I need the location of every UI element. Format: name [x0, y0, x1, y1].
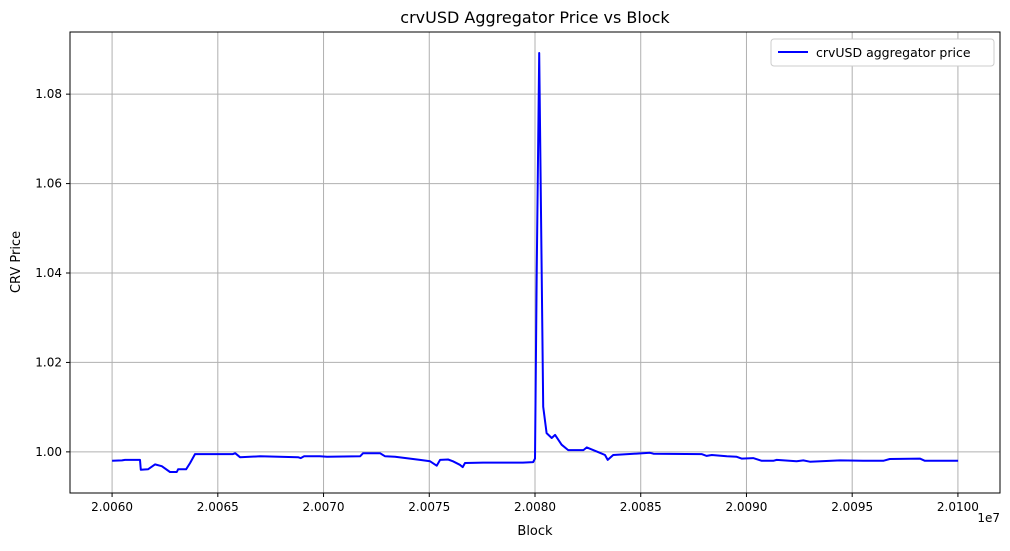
- chart-title: crvUSD Aggregator Price vs Block: [400, 8, 670, 27]
- x-tick-label: 2.0070: [303, 500, 345, 514]
- series-lines: [112, 52, 959, 473]
- x-tick-label: 2.0100: [937, 500, 979, 514]
- x-axis-ticks: 2.0060 2.0065 2.0070 2.0075 2.0080 2.0085 2.00…: [91, 493, 979, 514]
- x-tick-label: 2.0090: [725, 500, 767, 514]
- grid: [70, 32, 1000, 493]
- legend-label: crvUSD aggregator price: [816, 45, 971, 60]
- x-tick-label: 2.0075: [408, 500, 450, 514]
- x-tick-label: 2.0060: [91, 500, 133, 514]
- plot-frame: [69, 31, 1001, 494]
- x-tick-label: 2.0065: [197, 500, 239, 514]
- x-axis-label: Block: [517, 524, 553, 539]
- y-tick-label: 1.00: [35, 445, 62, 459]
- y-tick-label: 1.06: [35, 177, 62, 191]
- y-axis-ticks: 1.00 1.02 1.04 1.06 1.08: [35, 87, 70, 459]
- x-tick-label: 2.0080: [514, 500, 556, 514]
- x-axis-offset-label: 1e7: [977, 511, 1000, 525]
- x-tick-label: 2.0095: [831, 500, 873, 514]
- legend: crvUSD aggregator price: [770, 38, 995, 67]
- x-tick-label: 2.0085: [620, 500, 662, 514]
- y-tick-label: 1.04: [35, 266, 62, 280]
- y-tick-label: 1.02: [35, 355, 62, 369]
- y-axis-label: CRV Price: [9, 231, 24, 293]
- legend-box: [770, 38, 995, 67]
- y-tick-label: 1.08: [35, 87, 62, 101]
- series-line-crvusd-aggregator-price: [112, 52, 959, 473]
